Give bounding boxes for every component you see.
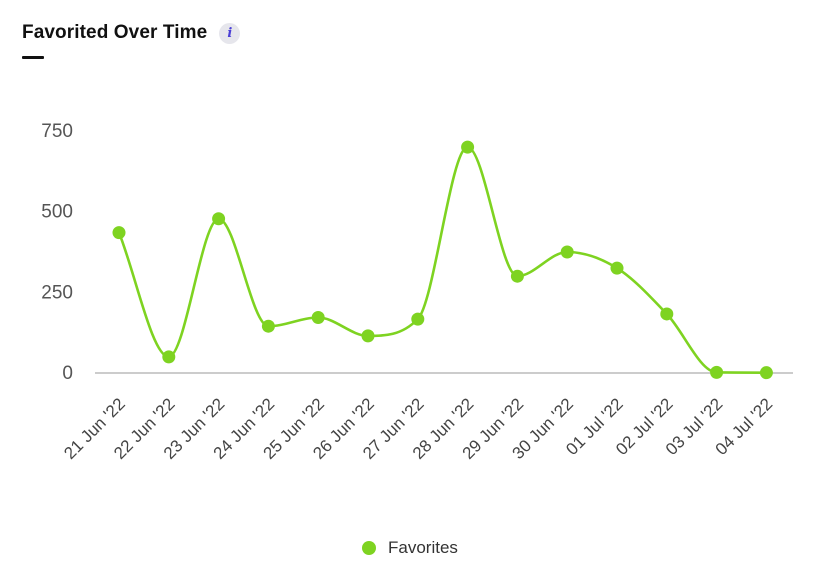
- legend[interactable]: Favorites: [362, 538, 458, 558]
- data-point[interactable]: [162, 350, 176, 364]
- data-point[interactable]: [311, 311, 325, 325]
- info-icon[interactable]: i: [219, 22, 241, 44]
- data-point[interactable]: [610, 261, 624, 275]
- data-point[interactable]: [212, 212, 226, 226]
- chart-title: Favorited Over Time: [22, 22, 208, 43]
- data-point[interactable]: [710, 365, 724, 379]
- y-tick-label: 0: [62, 363, 73, 384]
- series-line-favorites: [117, 145, 767, 374]
- data-point[interactable]: [261, 319, 275, 333]
- chart-header: Favorited Over Time i: [22, 22, 241, 44]
- legend-label-favorites: Favorites: [388, 538, 458, 557]
- data-point[interactable]: [759, 366, 773, 380]
- data-point[interactable]: [461, 140, 475, 154]
- data-point[interactable]: [112, 226, 126, 240]
- legend-marker: [362, 541, 376, 555]
- data-point[interactable]: [510, 269, 524, 283]
- data-point[interactable]: [660, 307, 674, 321]
- data-point[interactable]: [560, 245, 574, 259]
- title-underline: [22, 56, 44, 59]
- y-tick-label: 750: [41, 121, 73, 142]
- y-tick-label: 500: [41, 202, 73, 223]
- data-point[interactable]: [361, 329, 375, 343]
- data-point[interactable]: [411, 312, 425, 326]
- y-tick-label: 250: [41, 282, 73, 303]
